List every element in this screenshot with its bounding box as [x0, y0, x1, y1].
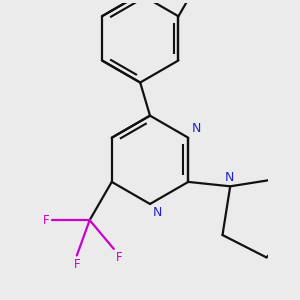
Text: F: F [74, 258, 80, 271]
Text: N: N [192, 122, 201, 135]
Text: F: F [43, 214, 50, 226]
Text: N: N [224, 171, 234, 184]
Text: F: F [116, 251, 123, 264]
Text: N: N [152, 206, 162, 219]
